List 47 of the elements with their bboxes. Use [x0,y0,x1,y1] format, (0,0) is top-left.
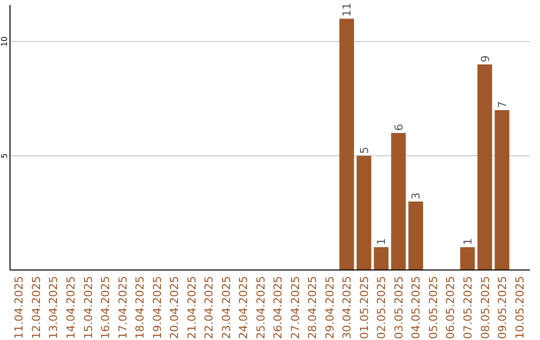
x-tick-label: 03.05.2025 [392,276,406,339]
x-tick-label: 23.04.2025 [220,276,233,339]
bar [374,247,389,270]
data-label: 6 [392,124,406,131]
data-label: 3 [410,192,423,200]
x-tick-label: 07.05.2025 [462,276,474,339]
x-tick-label: 11.04.2025 [12,276,26,339]
x-tick-label: 08.05.2025 [478,276,492,339]
x-tick-label: 15.04.2025 [82,276,95,339]
data-label: 9 [478,55,492,62]
x-tick-label: 30.04.2025 [340,276,354,339]
x-tick-label: 12.04.2025 [30,276,43,339]
bar [494,110,510,270]
x-tick-label: 28.04.2025 [306,276,320,339]
x-tick-label: 29.04.2025 [323,276,336,339]
bar [391,132,406,270]
data-label: 7 [496,101,510,108]
y-tick-label: 10 [0,36,9,47]
bar [408,201,424,270]
x-tick-label: 18.04.2025 [134,276,147,339]
x-tick-label: 02.05.2025 [375,276,388,339]
x-tick-label: 14.04.2025 [64,276,78,339]
x-tick-label: 25.04.2025 [254,276,268,339]
x-tick-label: 05.05.2025 [426,276,440,339]
x-tick-label: 06.05.2025 [444,276,458,339]
x-tick-label: 13.04.2025 [47,276,60,339]
bar [460,247,475,270]
x-tick-label: 24.04.2025 [237,276,250,339]
data-label: 1 [375,238,388,246]
x-tick-label: 20.04.2025 [168,276,182,339]
x-tick-label: 27.04.2025 [288,276,302,339]
x-tick-label: 09.05.2025 [496,276,510,339]
data-label: 1 [462,238,474,246]
x-tick-label: 26.04.2025 [272,276,285,339]
x-tick-label: 22.04.2025 [202,276,216,339]
x-tick-label: 04.05.2025 [410,276,423,339]
data-label: 11 [340,2,354,17]
bar [356,156,372,270]
data-label: 5 [358,146,371,154]
x-tick-label: 01.05.2025 [358,276,371,339]
x-tick-label: 21.04.2025 [185,276,198,339]
bar [477,64,492,270]
x-tick-label: 17.04.2025 [116,276,130,339]
x-tick-label: 19.04.2025 [150,276,164,339]
x-tick-label: 10.05.2025 [513,276,526,339]
x-tick-label: 16.04.2025 [99,276,112,339]
bar [339,18,354,270]
